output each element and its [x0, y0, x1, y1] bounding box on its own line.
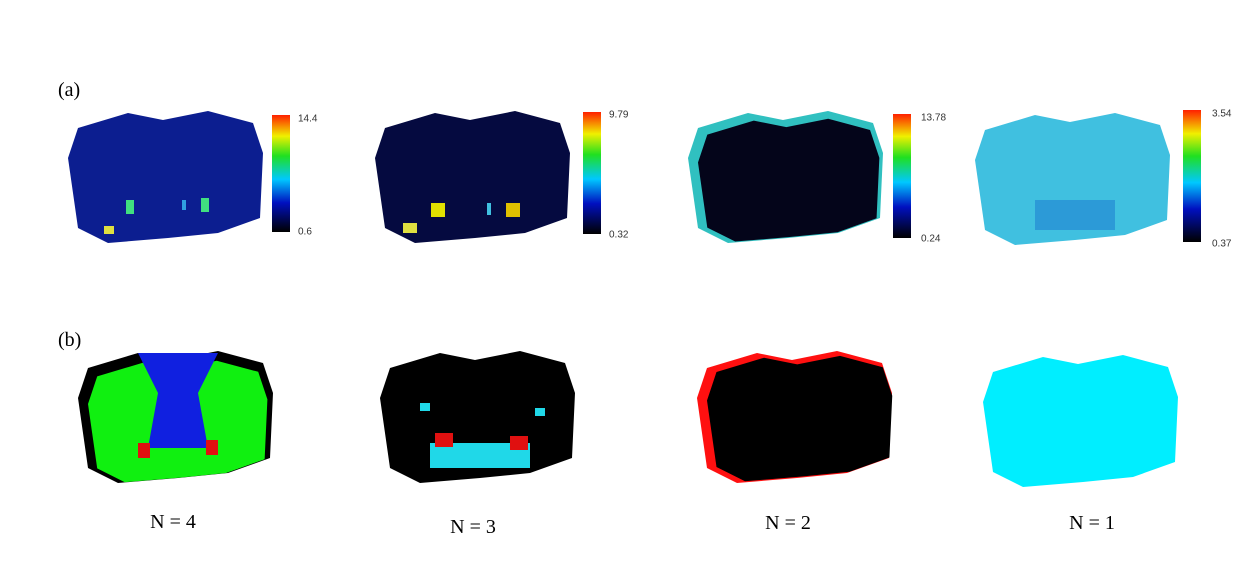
cluster-map — [78, 351, 273, 483]
brain-map — [68, 111, 263, 243]
brain-map — [975, 113, 1170, 245]
caption: N = 2 — [765, 512, 811, 534]
colorbar — [893, 114, 911, 238]
colorbar-min: 0.32 — [609, 230, 629, 241]
cluster-map — [983, 355, 1178, 487]
caption: N = 3 — [450, 516, 496, 538]
colorbar-max: 3.54 — [1212, 109, 1232, 120]
brain-map — [688, 111, 883, 243]
caption: N = 1 — [1069, 512, 1115, 534]
caption: N = 4 — [150, 511, 196, 533]
colorbar — [272, 115, 290, 232]
brain-map — [375, 111, 570, 243]
colorbar-min: 0.24 — [921, 234, 941, 245]
colorbar — [1183, 110, 1201, 242]
colorbar-min: 0.37 — [1212, 239, 1232, 250]
colorbar-max: 14.4 — [298, 114, 318, 125]
colorbar-min: 0.6 — [298, 227, 312, 238]
panel-label: (a) — [58, 79, 80, 101]
cluster-map — [380, 351, 575, 483]
cluster-map — [697, 351, 893, 483]
colorbar-max: 13.78 — [921, 113, 946, 124]
colorbar — [583, 112, 601, 234]
panel-label: (b) — [58, 329, 81, 351]
colorbar-max: 9.79 — [609, 110, 629, 121]
